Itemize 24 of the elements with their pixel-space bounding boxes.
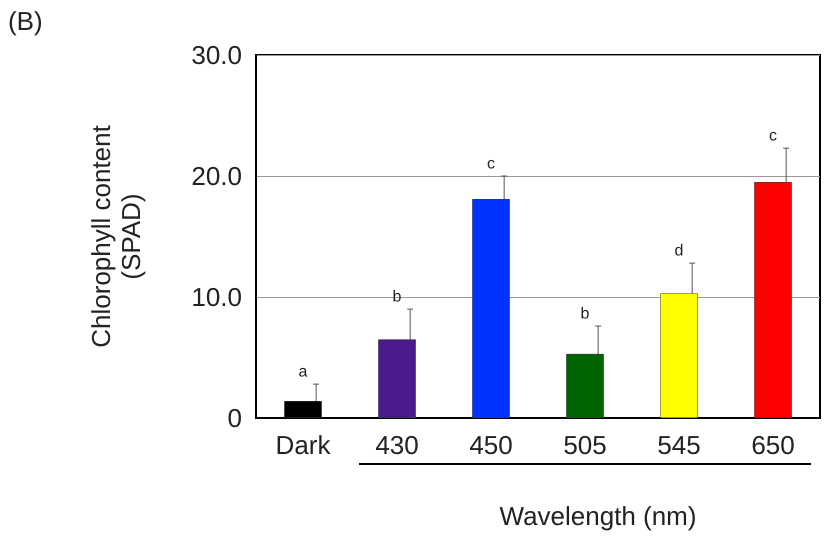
- annotation: b: [580, 306, 590, 323]
- bar: [754, 182, 792, 418]
- y-tick-label: 0: [228, 403, 242, 433]
- annotation: c: [487, 156, 495, 172]
- x-tick-label: 545: [657, 430, 701, 460]
- x-axis-title: Wavelength (nm): [500, 501, 696, 531]
- bar: [660, 293, 698, 418]
- annotation: d: [674, 242, 684, 260]
- x-tick-label: Dark: [276, 430, 332, 460]
- y-tick-label: 30.0: [191, 40, 242, 70]
- y-tick-label: 10.0: [191, 282, 242, 312]
- y-axis-title: Chlorophyll content (SPAD): [86, 124, 146, 348]
- x-tick-label: 450: [469, 430, 513, 460]
- annotation: b: [392, 288, 402, 306]
- annotation: c: [769, 128, 777, 145]
- y-tick-label: 20.0: [191, 161, 242, 191]
- bar: [378, 339, 416, 418]
- bar: [472, 198, 510, 418]
- x-tick-label: 505: [563, 430, 607, 460]
- x-tick-label: 430: [375, 430, 419, 460]
- annotation: a: [298, 364, 308, 381]
- bar: [566, 354, 604, 418]
- x-tick-label: 650: [751, 430, 795, 460]
- text: (B): [8, 6, 43, 36]
